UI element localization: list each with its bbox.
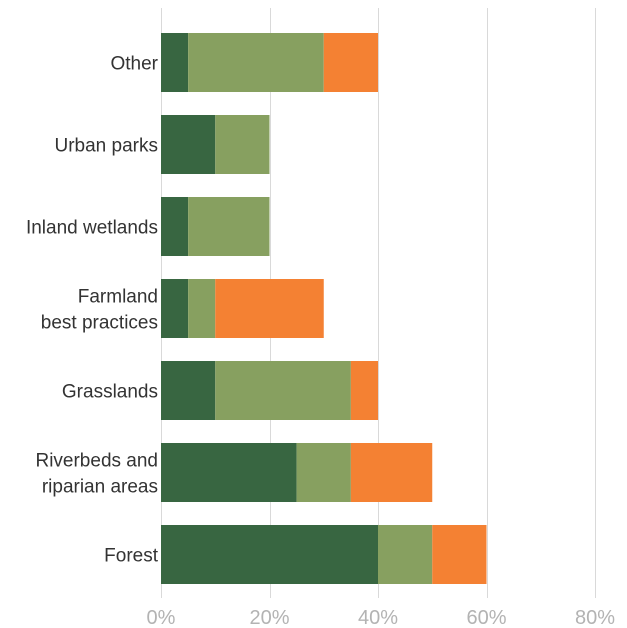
bar-segment xyxy=(323,33,378,92)
bar-segment xyxy=(215,115,270,174)
category-label: Riverbeds and riparian areas xyxy=(35,451,158,498)
bar-segment xyxy=(161,197,189,256)
bar-segment xyxy=(432,525,487,584)
category-label: Forest xyxy=(104,546,159,567)
bar-segment xyxy=(188,197,270,256)
bar-segment xyxy=(161,279,189,338)
bar-segment xyxy=(161,443,297,502)
bar-segment xyxy=(350,361,378,420)
x-tick-label: 60% xyxy=(466,607,506,628)
x-tick-label: 40% xyxy=(358,607,398,628)
bar-segment xyxy=(161,33,189,92)
bar-segment xyxy=(215,279,324,338)
bar-segment xyxy=(296,443,351,502)
bar-segment xyxy=(350,443,433,502)
bar-segment xyxy=(188,279,216,338)
bar-segment xyxy=(161,115,216,174)
bar-segment xyxy=(378,525,433,584)
category-label: Other xyxy=(110,54,158,75)
category-labels: Other Urban parks Inland wetlands Farmland b… xyxy=(26,54,159,567)
bars xyxy=(161,33,487,584)
bar-segment xyxy=(161,525,378,584)
x-tick-label: 0% xyxy=(147,607,176,628)
x-tick-label: 80% xyxy=(575,607,615,628)
bar-segment xyxy=(188,33,324,92)
x-tick-labels: 0% 20% 40% 60% 80% xyxy=(147,607,616,628)
category-label: Inland wetlands xyxy=(26,218,158,239)
category-label: Grasslands xyxy=(62,382,158,403)
category-label: Farmland best practices xyxy=(41,287,158,334)
x-tick-label: 20% xyxy=(249,607,289,628)
category-label: Urban parks xyxy=(55,136,159,157)
bar-segment xyxy=(215,361,351,420)
bar-segment xyxy=(161,361,216,420)
